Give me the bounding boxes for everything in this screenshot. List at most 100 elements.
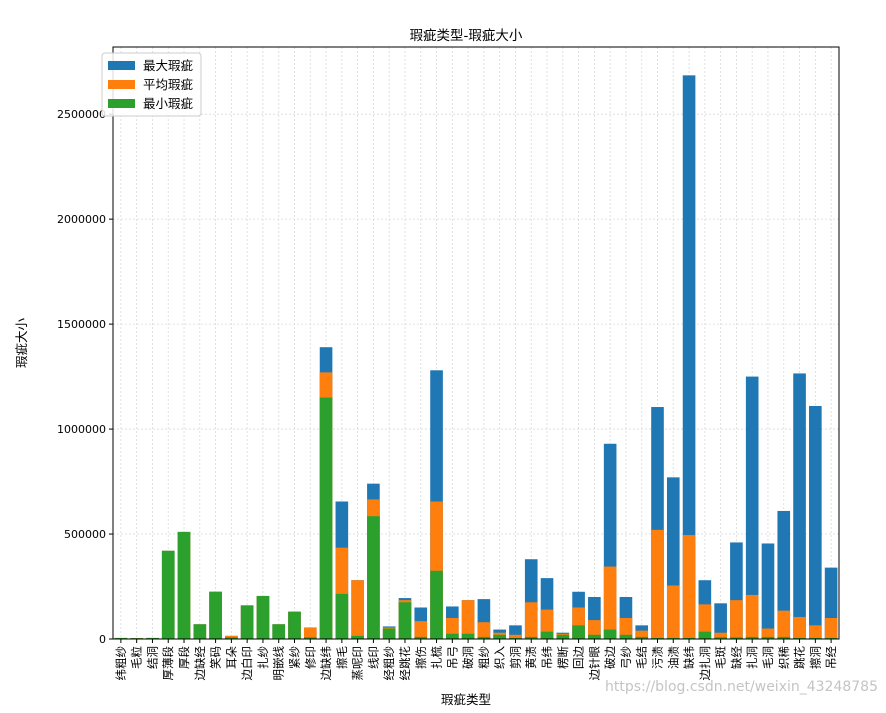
bar-min xyxy=(809,637,822,639)
x-tick-label: 边缺纬 xyxy=(319,646,333,681)
bar-max xyxy=(682,75,696,639)
x-tick-label: 吊弓 xyxy=(445,646,459,669)
x-tick-label: 纬粗纱 xyxy=(114,646,128,681)
x-tick-label: 边白印 xyxy=(240,646,254,681)
bar-min xyxy=(635,636,649,639)
bar-min xyxy=(335,593,349,639)
bar-min xyxy=(777,636,791,639)
x-tick-label: 边针眼 xyxy=(587,646,601,681)
bar-min xyxy=(161,550,175,639)
bar-min xyxy=(209,591,222,639)
bar-avg xyxy=(414,621,428,639)
legend-swatch xyxy=(108,61,135,70)
y-tick-label: 1000000 xyxy=(57,423,106,436)
bar-avg xyxy=(730,600,743,639)
bar-avg xyxy=(793,616,806,639)
x-tick-label: 吊纬 xyxy=(540,646,554,669)
y-tick-label: 1500000 xyxy=(57,318,106,331)
bar-min xyxy=(225,637,238,639)
bar-avg xyxy=(619,618,633,639)
bar-avg xyxy=(603,566,617,639)
x-tick-label: 回边 xyxy=(572,646,586,669)
x-axis-ticks: 纬粗纱 毛粒 结洞 厚薄段 厚段 边缺经 笑码 耳朵 边白印 扎纱 明嵌线 紧纱 修印 边缺纬 擦毛 蒸呢印线… xyxy=(114,639,838,681)
x-tick-label: 厚薄段 xyxy=(161,646,175,681)
bar-max xyxy=(809,405,822,639)
bar-avg xyxy=(651,529,664,639)
bar-min xyxy=(682,637,696,639)
x-tick-label: 扎洞 xyxy=(745,646,759,669)
x-tick-label: 织入 xyxy=(493,646,507,669)
bar-min xyxy=(477,636,491,639)
bar-min xyxy=(509,637,522,639)
bar-min xyxy=(288,611,301,639)
bar-avg xyxy=(777,610,791,639)
bar-min xyxy=(446,633,459,639)
x-tick-label: 毛结 xyxy=(635,646,649,669)
bar-avg xyxy=(698,604,712,639)
x-tick-label: 结洞 xyxy=(145,646,159,669)
x-tick-label: 弓纱 xyxy=(619,646,633,669)
x-tick-label: 污渍 xyxy=(651,646,665,669)
y-axis-label: 瑕疵大小 xyxy=(14,318,29,369)
x-tick-label: 边扎洞 xyxy=(698,646,712,681)
x-axis-label: 瑕疵类型 xyxy=(441,692,491,707)
bar-min xyxy=(793,637,806,639)
y-tick-label: 0 xyxy=(99,633,106,646)
bar-max xyxy=(714,603,727,639)
bar-min xyxy=(272,624,286,639)
x-tick-label: 毛粒 xyxy=(130,646,144,669)
x-tick-label: 擦伤 xyxy=(414,646,428,669)
bar-avg xyxy=(477,622,491,639)
bar-min xyxy=(556,634,570,639)
x-tick-label: 扎梳 xyxy=(430,646,444,669)
bar-min xyxy=(351,635,364,639)
bar-min xyxy=(540,631,554,639)
bar-min xyxy=(177,531,191,639)
bar-avg xyxy=(588,620,601,639)
bar-avg xyxy=(666,585,680,639)
bar-min xyxy=(745,636,759,639)
x-tick-label: 剪洞 xyxy=(508,646,522,669)
x-tick-label: 缺纬 xyxy=(682,646,696,669)
bar-min xyxy=(666,637,680,639)
bar-min xyxy=(461,633,475,639)
bar-min xyxy=(414,636,428,639)
watermark-text: https://blog.csdn.net/weixin_43248785 xyxy=(604,679,878,695)
bar-avg xyxy=(509,634,522,639)
legend-swatch xyxy=(108,80,135,89)
x-tick-label: 边缺经 xyxy=(193,646,207,681)
x-tick-label: 扎纱 xyxy=(256,646,270,669)
legend-entry: 最大瑕疵 xyxy=(143,58,194,73)
bar-min xyxy=(367,516,380,639)
x-tick-label: 紧纱 xyxy=(288,646,302,669)
bar-min xyxy=(603,629,617,639)
x-tick-label: 修印 xyxy=(303,646,317,669)
bar-min xyxy=(398,602,412,639)
x-tick-label: 笑码 xyxy=(209,646,223,669)
bar-avg xyxy=(682,535,696,639)
bar-avg xyxy=(524,602,538,639)
y-tick-label: 2500000 xyxy=(57,108,106,121)
x-tick-label: 织稀 xyxy=(777,646,791,669)
bar-avg xyxy=(745,594,759,639)
bar-avg xyxy=(461,600,475,639)
x-tick-label: 黄渍 xyxy=(524,646,538,669)
y-tick-label: 500000 xyxy=(64,528,106,541)
bar-max xyxy=(777,510,791,639)
bar-avg xyxy=(761,628,775,639)
x-tick-label: 耳朵 xyxy=(224,646,238,669)
x-tick-label: 粗纱 xyxy=(477,646,491,669)
bar-min xyxy=(651,637,664,639)
bars xyxy=(114,75,838,639)
bar-max xyxy=(793,373,806,639)
bar-min xyxy=(382,628,396,639)
legend-entry: 最小瑕疵 xyxy=(143,96,194,111)
bar-min xyxy=(714,637,727,639)
bar-min xyxy=(240,605,254,639)
grid-lines xyxy=(113,47,839,640)
bar-min xyxy=(256,595,270,639)
bar-min xyxy=(761,636,775,639)
x-tick-label: 明嵌线 xyxy=(272,646,286,681)
x-tick-label: 破洞 xyxy=(461,646,475,669)
